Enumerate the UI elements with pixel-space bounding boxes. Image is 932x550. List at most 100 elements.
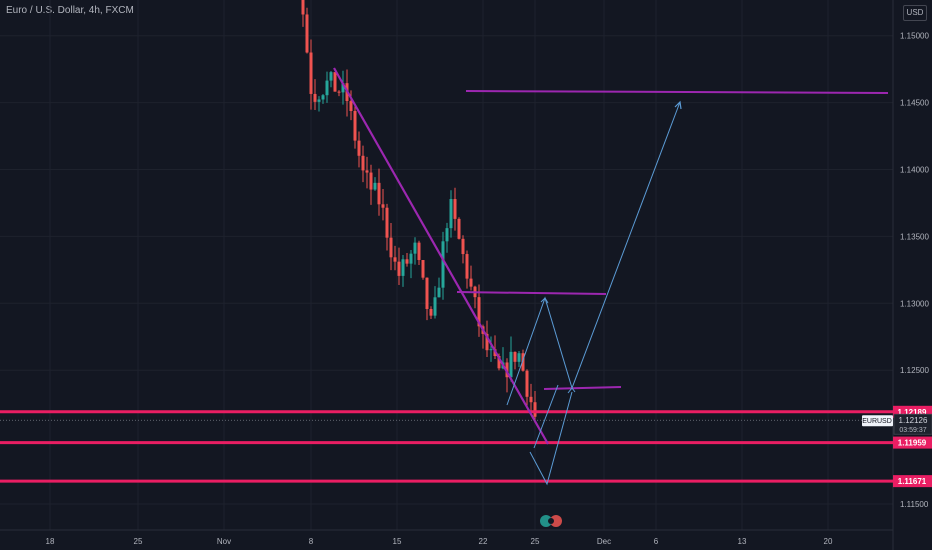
time-tick-label: 13 xyxy=(738,537,747,546)
candle-body xyxy=(485,333,489,351)
drawings xyxy=(0,67,893,486)
candle-body xyxy=(397,261,401,276)
level-badge xyxy=(893,436,932,449)
candle-body xyxy=(445,228,449,242)
candle-body xyxy=(389,237,393,258)
candle-body xyxy=(373,182,377,190)
chart-logo xyxy=(540,515,562,527)
candle-body xyxy=(313,93,317,102)
candle-body xyxy=(465,254,469,279)
price-tick-label: 1.14000 xyxy=(900,166,929,175)
last-price-badge xyxy=(893,413,932,435)
time-tick-label: 18 xyxy=(46,537,55,546)
candle-body xyxy=(517,353,521,362)
candle-body xyxy=(437,287,441,298)
candle-body xyxy=(341,83,345,93)
candle-body xyxy=(381,204,385,208)
level-badge-label: 1.12189 xyxy=(898,408,927,417)
candle-body xyxy=(509,351,513,378)
candle-body xyxy=(497,356,501,369)
candle-body xyxy=(521,353,525,371)
bar-countdown: 03:59:37 xyxy=(899,427,926,434)
candle-body xyxy=(477,297,481,327)
target-line xyxy=(465,90,889,94)
candle-body xyxy=(385,207,389,238)
candle-body xyxy=(361,155,365,171)
candle-body xyxy=(349,101,353,111)
level-badge-label: 1.11671 xyxy=(898,477,927,486)
candles xyxy=(301,0,537,424)
candle-body xyxy=(461,238,465,255)
candle-body xyxy=(421,260,425,278)
grid xyxy=(0,0,894,550)
arrowhead xyxy=(540,297,549,304)
arrowhead xyxy=(567,387,576,394)
candle-body xyxy=(449,199,453,229)
time-tick-label: 20 xyxy=(824,537,833,546)
resistance-line xyxy=(456,291,607,295)
candle-body xyxy=(401,259,405,276)
candle-body xyxy=(357,140,361,156)
time-axis: 18 25 Nov 8 15 22 25 Dec 6 13 20 xyxy=(46,537,833,546)
level-badge-label: 1.11959 xyxy=(898,439,927,448)
candle-body xyxy=(377,182,381,205)
chart-title: Euro / U.S. Dollar, 4h, FXCM xyxy=(6,5,134,16)
candle-body xyxy=(365,170,369,173)
symbol-badge xyxy=(862,415,893,427)
pivot-line xyxy=(543,386,622,390)
price-axis: 1.165001.160001.155001.150001.145001.140… xyxy=(900,32,929,509)
price-tick-label: 1.14500 xyxy=(900,99,929,108)
candle-body xyxy=(369,172,373,190)
candle-body xyxy=(325,80,329,96)
projection-path-primary xyxy=(506,101,681,406)
arrowhead xyxy=(674,100,682,110)
candle-body xyxy=(413,242,417,254)
price-badges: 1.12189 1.11959 1.11671 EURUSD 1.12126 03:59:… xyxy=(862,405,932,488)
price-tick-label: 1.13500 xyxy=(900,232,929,241)
level-badge xyxy=(893,475,932,488)
currency-button[interactable]: USD xyxy=(903,5,927,21)
candle-body xyxy=(513,351,517,362)
candle-body xyxy=(353,110,357,141)
candle-body xyxy=(329,72,333,81)
candle-body xyxy=(301,0,305,15)
candle-body xyxy=(317,99,321,102)
price-tick-label: 1.11500 xyxy=(900,500,929,509)
price-tick-label: 1.15000 xyxy=(900,32,929,41)
candle-body xyxy=(453,199,457,219)
candle-body xyxy=(469,278,473,287)
last-price-value: 1.12126 xyxy=(899,416,928,425)
candle-body xyxy=(337,91,341,93)
candle-body xyxy=(305,14,309,53)
time-tick-label: 8 xyxy=(309,537,314,546)
candle-body xyxy=(457,218,461,239)
candle-body xyxy=(417,242,421,261)
candle-body xyxy=(525,370,529,397)
candle-body xyxy=(321,95,325,100)
time-tick-label: 22 xyxy=(479,537,488,546)
symbol-badge-label: EURUSD xyxy=(862,418,892,425)
candle-body xyxy=(309,52,313,94)
time-tick-label: 6 xyxy=(654,537,659,546)
candle-body xyxy=(409,253,413,264)
trendline xyxy=(333,67,549,445)
price-tick-label: 1.13000 xyxy=(900,299,929,308)
price-tick-label: 1.12500 xyxy=(900,366,929,375)
candle-body xyxy=(441,241,445,288)
candle-body xyxy=(425,277,429,309)
projection-path-alt xyxy=(529,391,573,486)
candle-body xyxy=(393,257,397,262)
candle-body xyxy=(333,72,337,92)
projection-path-short xyxy=(533,384,559,449)
time-tick-label: 25 xyxy=(134,537,143,546)
time-tick-label: 15 xyxy=(393,537,402,546)
candle-body xyxy=(529,396,533,403)
time-tick-label: 25 xyxy=(531,537,540,546)
candle-body xyxy=(429,308,433,316)
candle-body xyxy=(489,349,493,351)
candle-body xyxy=(405,259,409,264)
time-tick-label: Dec xyxy=(597,537,611,546)
time-tick-label: Nov xyxy=(217,537,231,546)
candle-body xyxy=(433,297,437,316)
